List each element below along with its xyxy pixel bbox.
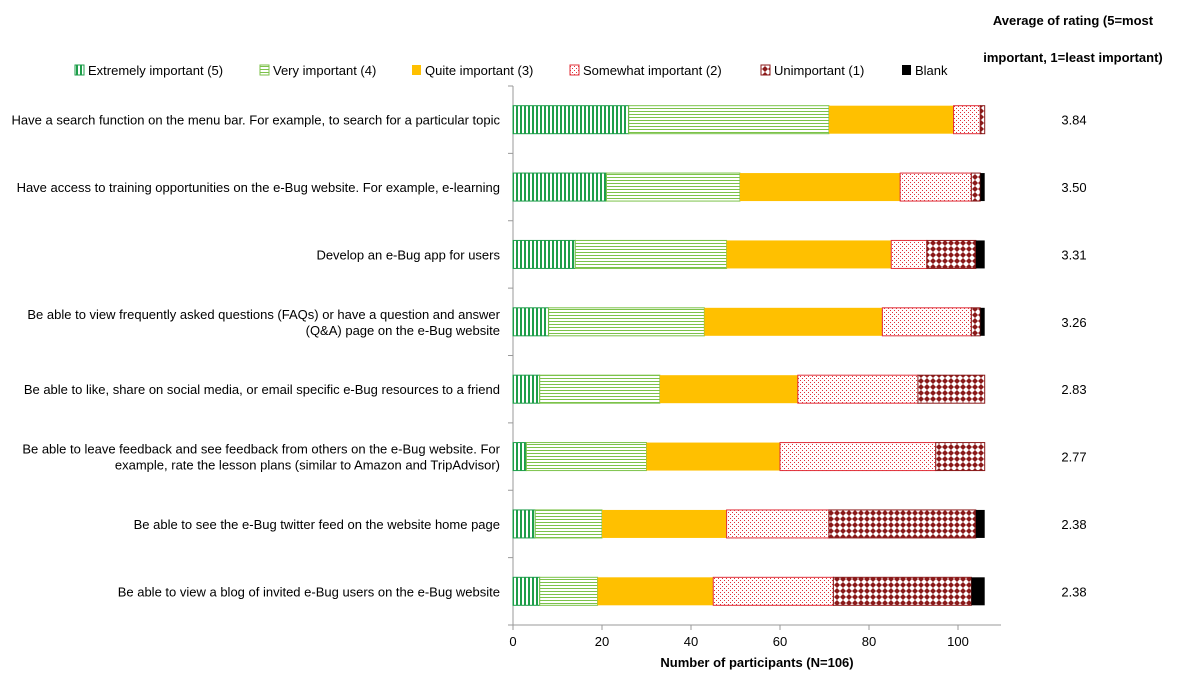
bar-segment — [828, 105, 954, 134]
legend-label: Very important (4) — [273, 63, 376, 78]
average-rating-value: 3.31 — [1061, 247, 1086, 262]
bar-segment — [726, 240, 892, 269]
bar-segment — [975, 240, 985, 269]
category-label: Have a search function on the menu bar. … — [12, 113, 501, 128]
bar-segment — [512, 105, 630, 135]
bar-segment — [597, 577, 714, 606]
average-rating-value: 2.83 — [1061, 382, 1086, 397]
category-labels: Have a search function on the menu bar. … — [12, 113, 501, 600]
bar-segment — [512, 442, 527, 472]
bar-segment — [512, 576, 541, 606]
category-label: Be able to like, share on social media, … — [24, 382, 500, 397]
legend-swatch — [74, 64, 85, 76]
category-label: Be able to leave feedback and see feedba… — [22, 442, 500, 457]
bar-segment — [512, 307, 550, 337]
x-tick-label: 80 — [862, 634, 876, 649]
legend-swatch — [569, 64, 580, 76]
bar-segment — [980, 307, 985, 336]
bar-segment — [739, 173, 901, 202]
category-label: Have access to training opportunities on… — [17, 180, 500, 195]
category-label: Be able to view a blog of invited e-Bug … — [118, 584, 500, 599]
axes: 0 20 40 60 80 100 Number of participants (N=10… — [508, 85, 1001, 670]
bar-segment — [605, 172, 741, 202]
bar-segment — [512, 509, 536, 539]
legend-label: Unimportant (1) — [774, 63, 864, 78]
bar-segment — [899, 172, 972, 202]
bar-segment — [881, 307, 972, 337]
x-tick-label: 60 — [773, 634, 787, 649]
bar-segment — [979, 105, 986, 135]
bar-segment — [917, 374, 986, 404]
bar-segment — [628, 105, 830, 135]
bar-segment — [779, 442, 937, 472]
bar-segment — [539, 576, 599, 606]
category-label: Be able to see the e-Bug twitter feed on… — [134, 517, 500, 532]
average-header-line: important, 1=least important) — [983, 50, 1163, 65]
x-tick-label: 40 — [684, 634, 698, 649]
bar-segment — [935, 442, 986, 472]
category-label: Develop an e-Bug app for users — [316, 247, 500, 262]
average-rating-value: 2.38 — [1061, 517, 1086, 532]
bar-segment — [602, 509, 727, 538]
bar-segment — [953, 105, 981, 135]
legend-label: Blank — [915, 63, 948, 78]
category-label: Be able to view frequently asked questio… — [27, 307, 500, 322]
legend: Extremely important (5) Very important (4… — [74, 63, 948, 78]
bar-segment — [926, 239, 977, 269]
bar-segment — [659, 375, 798, 404]
category-label: example, rate the lesson plans (similar … — [115, 458, 500, 473]
bar-segment — [970, 172, 981, 202]
bar-segment — [726, 509, 830, 539]
bars — [512, 105, 986, 606]
average-rating-value: 2.38 — [1061, 584, 1086, 599]
x-tick-label: 100 — [947, 634, 969, 649]
bar-segment — [832, 576, 972, 606]
bar-segment — [704, 307, 883, 336]
x-tick-label: 20 — [595, 634, 609, 649]
bar-segment — [512, 239, 576, 269]
average-rating-value: 3.50 — [1061, 180, 1086, 195]
average-rating-value: 3.84 — [1061, 113, 1086, 128]
bar-segment — [975, 509, 985, 538]
legend-swatch — [760, 64, 771, 76]
x-axis-label: Number of participants (N=106) — [660, 655, 853, 670]
bar-segment — [525, 442, 647, 472]
average-rating-value: 2.77 — [1061, 450, 1086, 465]
bar-segment — [980, 173, 985, 202]
average-rating-value: 3.26 — [1061, 315, 1086, 330]
bar-segment — [574, 239, 728, 269]
category-label: (Q&A) page on the e-Bug website — [306, 323, 500, 338]
legend-swatch — [412, 65, 421, 75]
bar-segment — [971, 577, 985, 606]
average-rating-header: Average of rating (5=most important, 1=le… — [983, 13, 1163, 65]
bar-segment — [534, 509, 603, 539]
legend-swatch — [902, 65, 911, 75]
x-tick-label: 0 — [509, 634, 516, 649]
legend-label: Quite important (3) — [425, 63, 533, 78]
bar-segment — [512, 172, 607, 202]
average-header-line: Average of rating (5=most — [993, 13, 1154, 28]
bar-segment — [797, 374, 919, 404]
legend-swatch — [259, 64, 270, 76]
bar-segment — [512, 374, 541, 404]
bar-segment — [539, 374, 661, 404]
bar-segment — [712, 576, 834, 606]
bar-segment — [548, 307, 705, 337]
average-values: 3.84 3.50 3.31 3.26 2.83 2.77 2.38 2.38 — [1061, 113, 1086, 600]
bar-segment — [646, 442, 780, 471]
bar-segment — [828, 509, 977, 539]
legend-label: Somewhat important (2) — [583, 63, 722, 78]
bar-segment — [970, 307, 981, 337]
bar-segment — [890, 239, 928, 269]
legend-label: Extremely important (5) — [88, 63, 223, 78]
